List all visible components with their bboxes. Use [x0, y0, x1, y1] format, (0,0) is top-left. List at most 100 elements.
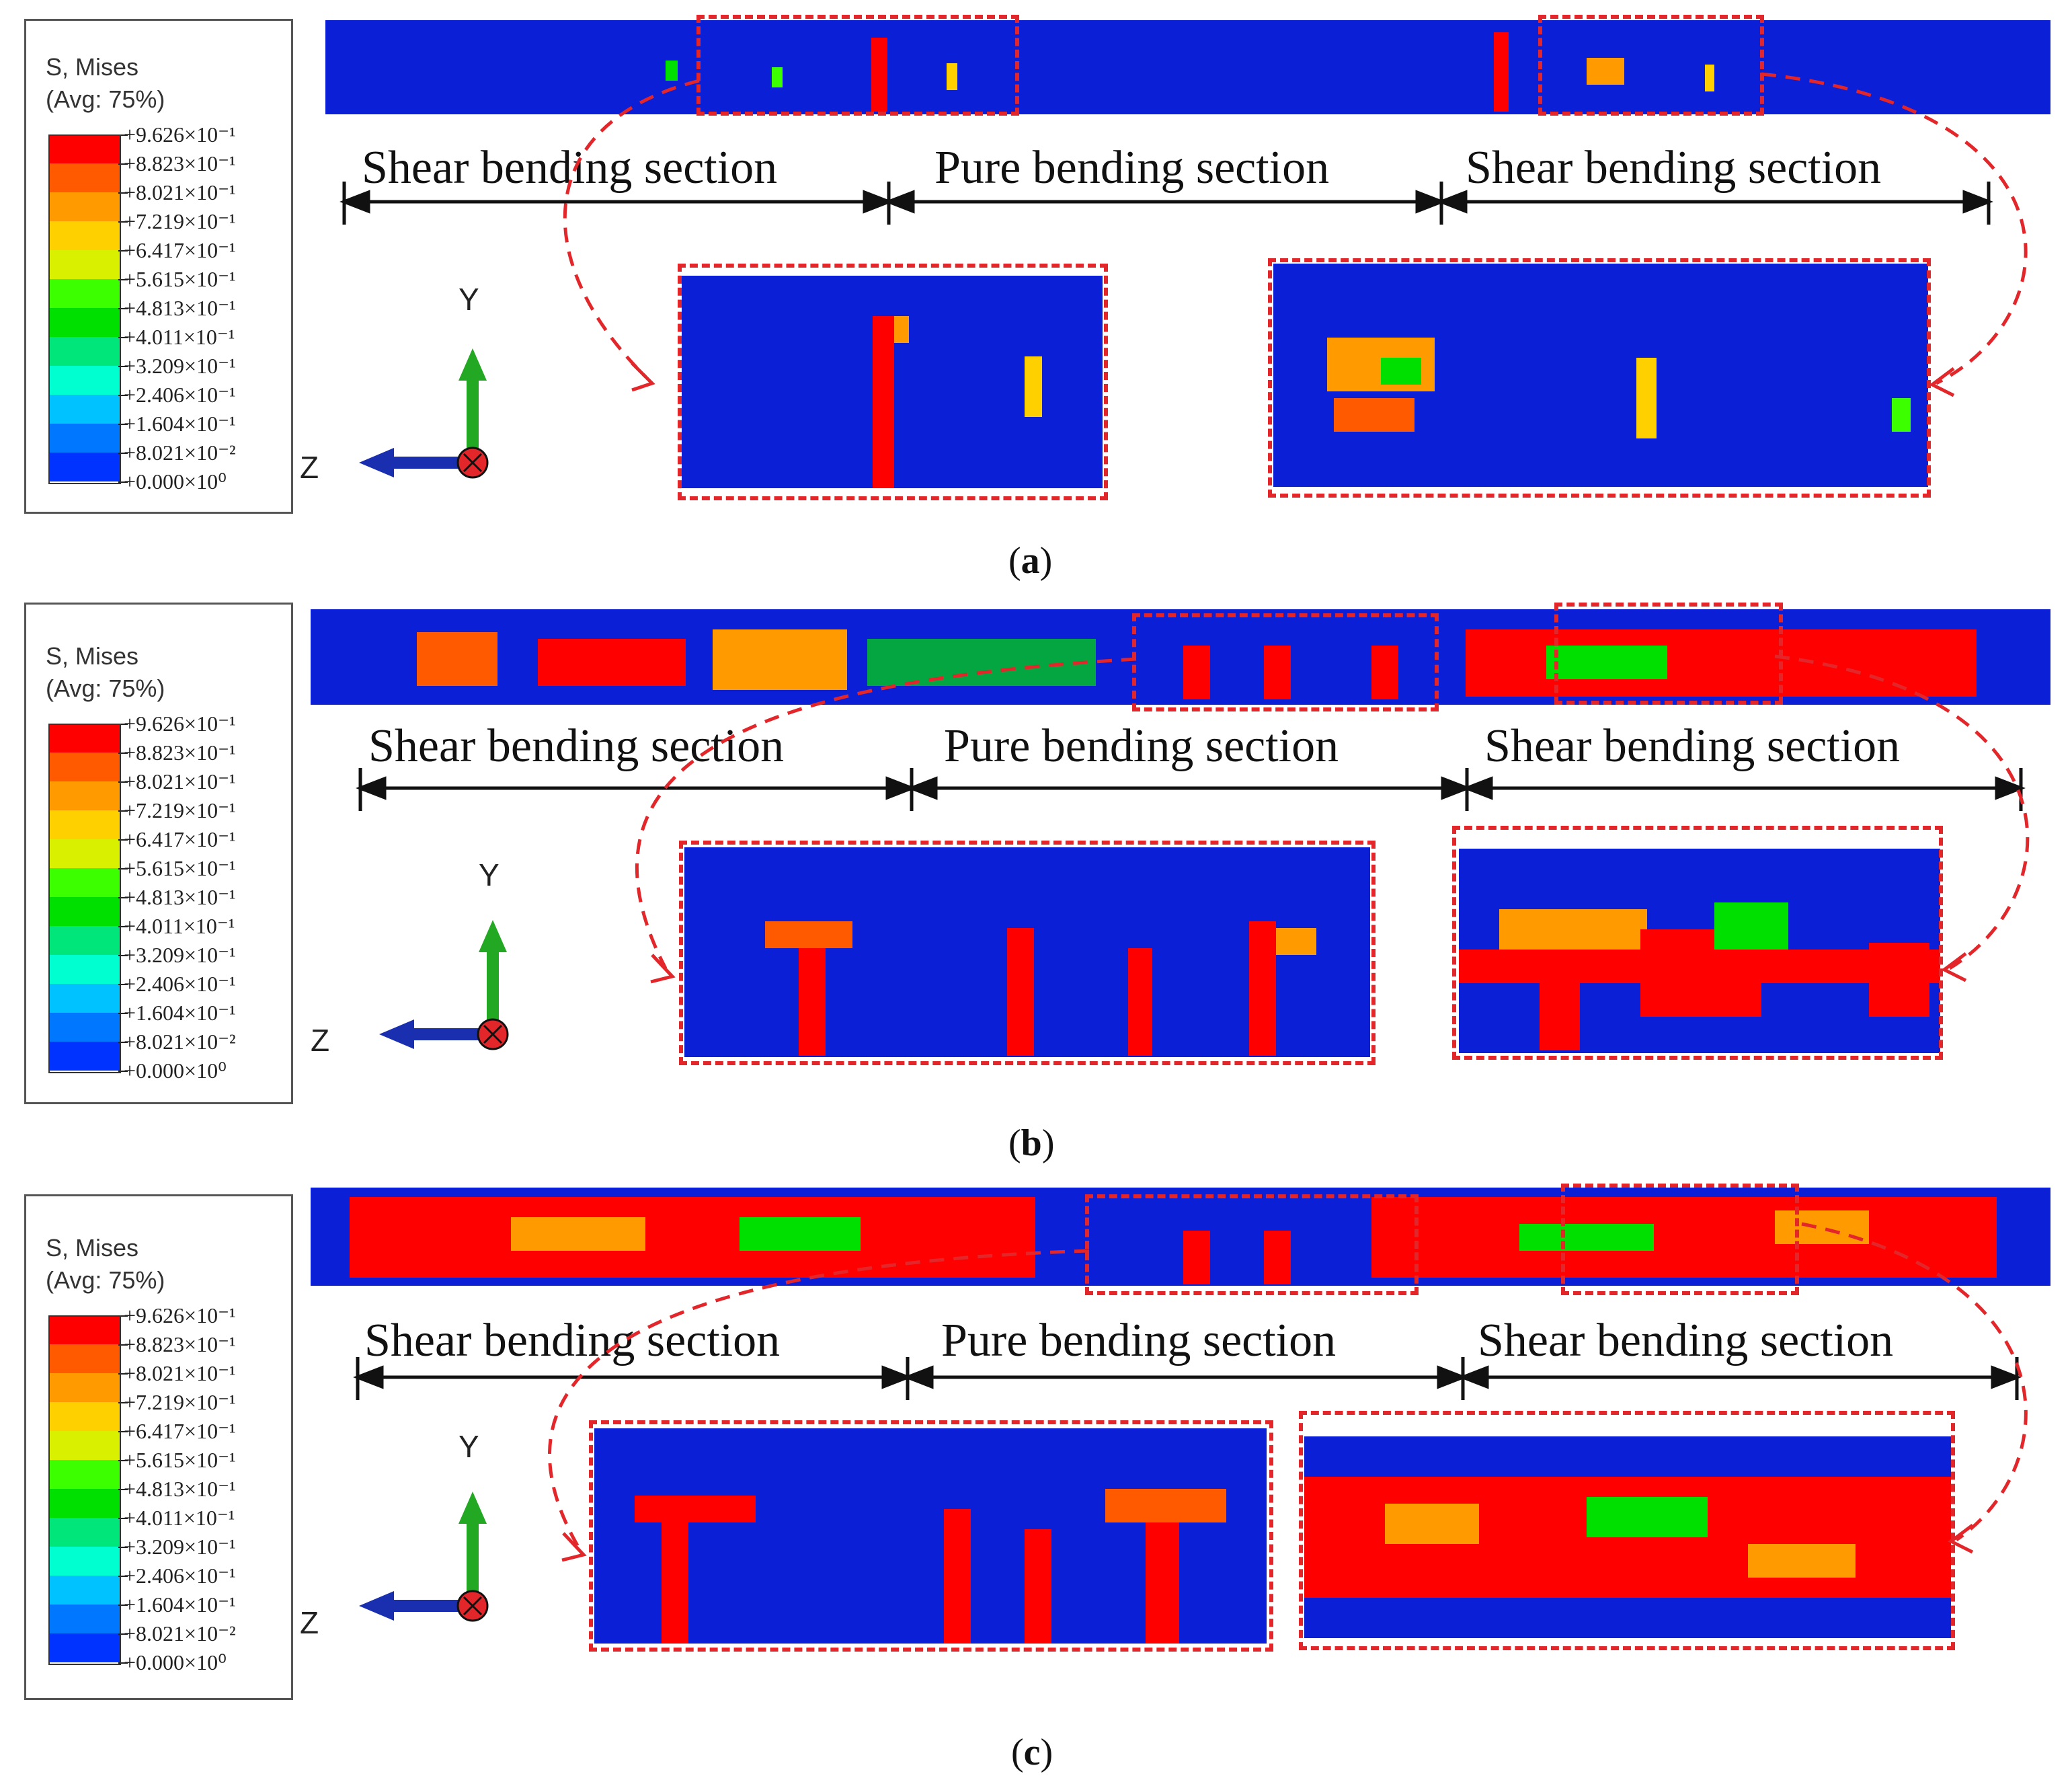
crack-zoom — [1249, 921, 1276, 1056]
legend-swatch — [48, 337, 121, 366]
crack-zoom — [1636, 358, 1657, 438]
legend-level-label: +9.626×10⁻¹ — [124, 1303, 236, 1327]
legend-level-label: +4.813×10⁻¹ — [124, 296, 236, 320]
legend-tick — [118, 868, 128, 870]
panel-b: S, Mises (Avg: 75%) +9.626×10⁻¹ +8.823×10… — [0, 592, 2072, 1184]
legend-tick — [118, 926, 128, 927]
legend-tick — [118, 1633, 128, 1635]
crack-zoom — [1128, 948, 1152, 1056]
legend-swatch — [48, 221, 121, 250]
crack-zoom — [635, 1496, 756, 1522]
legend-level-label: +8.021×10⁻¹ — [124, 180, 236, 204]
legend-swatch — [48, 308, 121, 337]
legend-level-label: +9.626×10⁻¹ — [124, 122, 236, 147]
axis-label-y: Y — [459, 1429, 479, 1464]
damage-overview — [511, 1217, 645, 1251]
panel-caption-a: (a) — [1008, 540, 1053, 582]
coordinate-triad — [379, 920, 509, 1050]
legend-tick — [118, 395, 128, 396]
zoom-view-right — [1304, 1436, 1951, 1638]
zoom-frame-right — [1554, 603, 1783, 705]
legend-title-line2: (Avg: 75%) — [46, 1266, 165, 1294]
legend-tick — [118, 221, 128, 223]
legend-bar-outline — [48, 1315, 121, 1665]
dimension-line — [356, 768, 2026, 811]
legend-swatch — [48, 897, 121, 926]
section-label-middle: Pure bending section — [944, 720, 1339, 772]
legend-level-label: +6.417×10⁻¹ — [124, 1419, 236, 1443]
crack-zoom — [765, 921, 852, 948]
crack-zoom — [1276, 928, 1316, 955]
legend-swatch — [48, 781, 121, 810]
legend-title-line2: (Avg: 75%) — [46, 674, 165, 702]
legend-swatch — [48, 1460, 121, 1489]
legend-swatch — [48, 1373, 121, 1402]
legend-level-label: +5.615×10⁻¹ — [124, 1448, 236, 1472]
zoom-frame-right-detail — [1452, 826, 1943, 1060]
damage-overview — [867, 639, 1096, 686]
legend-level-label: +4.813×10⁻¹ — [124, 885, 236, 909]
legend-swatch — [48, 1489, 121, 1518]
damage-overview — [1183, 1231, 1210, 1284]
damage-zoom — [1748, 1544, 1856, 1578]
coordinate-triad — [359, 1492, 489, 1622]
legend-tick — [118, 1489, 128, 1490]
legend-swatch — [48, 1431, 121, 1460]
axis-label-y: Y — [479, 857, 500, 892]
connector-arrow-right — [1761, 72, 2028, 385]
zoom-view-left — [594, 1428, 1267, 1644]
legend-level-label: +5.615×10⁻¹ — [124, 856, 236, 880]
panel-a-drawing — [340, 72, 2028, 479]
legend-tick — [118, 1576, 128, 1577]
legend-swatch — [48, 868, 121, 897]
zoom-view-right — [1459, 849, 1940, 1053]
legend-tick — [118, 424, 128, 425]
legend-tick — [118, 1402, 128, 1403]
legend-level-label: +9.626×10⁻¹ — [124, 711, 236, 736]
legend-level-label: +5.615×10⁻¹ — [124, 267, 236, 291]
legend-swatch — [48, 724, 121, 752]
legend-level-label: +7.219×10⁻¹ — [124, 209, 236, 233]
damage-overview — [538, 639, 686, 686]
legend-tick — [118, 366, 128, 367]
panel-caption-c: (c) — [1011, 1732, 1053, 1773]
legend-tick — [118, 1605, 128, 1606]
legend-level-label: +2.406×10⁻¹ — [124, 383, 236, 407]
legend-level-label: +8.823×10⁻¹ — [124, 151, 236, 176]
legend-level-label: +8.021×10⁻² — [124, 1030, 236, 1054]
damage-overview — [713, 629, 847, 690]
legend-swatch — [48, 134, 121, 163]
legend-swatch — [48, 1576, 121, 1605]
legend-title-line2: (Avg: 75%) — [46, 85, 165, 113]
crack-zoom — [1892, 398, 1911, 432]
legend-swatch — [48, 1402, 121, 1431]
zoom-frame-left-detail — [678, 264, 1108, 500]
legend-level-label: +7.219×10⁻¹ — [124, 798, 236, 822]
damage-overview — [417, 632, 497, 686]
panel-label: a — [1021, 540, 1040, 582]
zoom-frame-right — [1561, 1184, 1799, 1295]
legend-tick — [118, 724, 128, 725]
legend-level-label: +6.417×10⁻¹ — [124, 827, 236, 851]
legend-tick — [118, 1071, 128, 1072]
damage-zoom — [1499, 909, 1647, 950]
section-label-middle: Pure bending section — [934, 142, 1330, 194]
legend-title-line1: S, Mises — [46, 1234, 139, 1262]
legend-swatch — [48, 955, 121, 984]
legend-level-label: +4.813×10⁻¹ — [124, 1477, 236, 1501]
connector-arrow-left — [548, 1249, 1090, 1548]
zoom-frame-left-detail — [589, 1420, 1273, 1652]
damage-zoom — [1385, 1504, 1479, 1544]
legend-tick — [118, 481, 128, 483]
axis-label-y: Y — [459, 282, 479, 317]
dimension-line — [353, 1357, 2022, 1400]
connector-arrowhead-right — [1941, 952, 1967, 982]
legend-level-label: +8.021×10⁻² — [124, 440, 236, 465]
coordinate-triad — [359, 348, 489, 479]
legend-tick — [118, 279, 128, 280]
connector-arrow-left — [635, 657, 1137, 970]
panel-caption-b: (b) — [1008, 1122, 1055, 1164]
zoom-view-left — [682, 276, 1103, 488]
zoom-frame-right-detail — [1268, 258, 1931, 498]
connector-arrowhead-right — [1948, 1524, 1974, 1554]
